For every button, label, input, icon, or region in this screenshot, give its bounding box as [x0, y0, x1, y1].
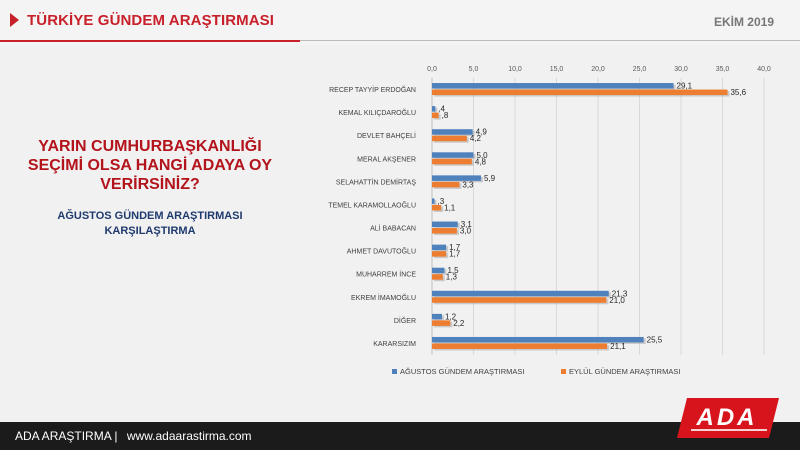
bar — [432, 274, 443, 280]
bar-shadow — [434, 107, 438, 114]
x-tick-label: 35,0 — [716, 66, 730, 73]
footer-url[interactable]: www.adaarastirma.com — [126, 429, 252, 443]
legend-swatch — [561, 369, 566, 374]
data-label: 1,7 — [449, 243, 461, 252]
data-label: 3,1 — [461, 220, 473, 229]
data-label: 4,2 — [470, 134, 482, 143]
x-tick-label: 10,0 — [508, 66, 522, 73]
bar — [432, 313, 442, 320]
data-label: 1,1 — [444, 203, 456, 212]
logo-underline — [691, 429, 767, 431]
category-label: DEVLET BAHÇELİ — [357, 131, 416, 140]
legend-swatch — [392, 369, 397, 374]
footer-brand: ADA ARAŞTIRMA | — [15, 429, 118, 443]
bar — [432, 89, 728, 96]
category-label: MUHARREM İNCE — [356, 270, 416, 279]
data-label: ,3 — [437, 197, 444, 206]
category-label: AHMET DAVUTOĞLU — [347, 247, 416, 256]
bar — [432, 343, 608, 349]
data-label: 1,2 — [445, 312, 457, 321]
data-label: 3,0 — [460, 227, 472, 236]
bar — [432, 228, 457, 234]
bar — [432, 251, 447, 257]
x-tick-label: 0,0 — [427, 66, 437, 73]
category-label: DİĞER — [394, 316, 416, 325]
data-label: 29,1 — [677, 82, 693, 91]
logo-text: ADA — [696, 404, 758, 431]
category-label: KARARSIZIM — [373, 341, 416, 348]
data-label: 2,2 — [453, 319, 465, 328]
bar — [432, 244, 447, 251]
data-label: ,8 — [442, 111, 449, 120]
category-label: EKREM İMAMOĞLU — [351, 293, 416, 302]
bar — [432, 198, 435, 204]
x-tick-label: 15,0 — [550, 66, 564, 73]
data-label: 5,0 — [477, 151, 489, 160]
legend-label: AĞUSTOS GÜNDEM ARAŞTIRMASI — [400, 367, 524, 376]
data-label: 21,3 — [612, 289, 628, 298]
data-label: 1,5 — [447, 266, 459, 275]
x-tick-label: 25,0 — [633, 66, 647, 73]
bar-shadow — [434, 199, 437, 206]
bar — [432, 135, 467, 142]
data-label: 21,1 — [610, 342, 626, 351]
bar — [432, 158, 472, 165]
data-label: 4,9 — [476, 128, 488, 137]
x-tick-label: 30,0 — [674, 66, 688, 73]
bar — [432, 290, 609, 297]
legend-label: EYLÜL GÜNDEM ARAŞTIRMASI — [569, 367, 680, 376]
x-tick-label: 20,0 — [591, 66, 605, 73]
x-tick-label: 40,0 — [757, 66, 771, 73]
data-label: 1,3 — [446, 273, 458, 282]
data-label: 21,0 — [609, 296, 625, 305]
data-label: ,4 — [438, 105, 445, 114]
bar — [432, 204, 442, 211]
ada-logo: ADA — [677, 398, 779, 438]
category-label: ALİ BABACAN — [370, 224, 416, 233]
bar — [432, 267, 445, 274]
header-rule-accent — [0, 40, 300, 42]
data-label: 25,5 — [647, 335, 663, 344]
bar — [432, 83, 674, 89]
data-label: 35,6 — [730, 88, 746, 97]
data-label: 1,7 — [449, 250, 461, 259]
bar — [432, 129, 473, 135]
bar — [432, 152, 474, 158]
bar — [432, 221, 458, 228]
category-label: MERAL AKŞENER — [357, 156, 416, 163]
bar — [432, 336, 644, 343]
page-title: TÜRKİYE GÜNDEM ARAŞTIRMASI — [27, 12, 275, 29]
data-label: 5,9 — [484, 174, 496, 183]
bar — [432, 106, 436, 112]
report-date: EKİM 2019 — [713, 15, 774, 29]
category-label: SELAHATTİN DEMİRTAŞ — [336, 177, 416, 186]
data-label: 4,8 — [475, 157, 487, 166]
header-bar: TÜRKİYE GÜNDEM ARAŞTIRMASI EKİM 2019 — [0, 0, 800, 45]
header-rule — [300, 40, 800, 41]
footer-bar: ADA ARAŞTIRMA | www.adaarastirma.com — [0, 422, 800, 450]
bar — [432, 181, 460, 188]
bar — [432, 297, 607, 303]
bar — [432, 175, 481, 181]
bar — [432, 320, 451, 326]
play-arrow-icon — [10, 13, 19, 27]
data-label: 3,3 — [462, 180, 474, 189]
category-label: KEMAL KILIÇDAROĞLU — [338, 108, 416, 117]
comparison-subtitle: AĞUSTOS GÜNDEM ARAŞTIRMASI KARŞILAŞTIRMA — [57, 210, 243, 237]
bar — [432, 112, 439, 119]
x-tick-label: 5,0 — [469, 66, 479, 73]
logo-background — [677, 398, 779, 438]
category-label: TEMEL KARAMOLLAOĞLU — [328, 200, 416, 209]
survey-question: YARIN CUMHURBAŞKANLIĞI SEÇİMİ OLSA HANGİ… — [27, 138, 273, 193]
category-label: RECEP TAYYİP ERDOĞAN — [329, 85, 416, 94]
